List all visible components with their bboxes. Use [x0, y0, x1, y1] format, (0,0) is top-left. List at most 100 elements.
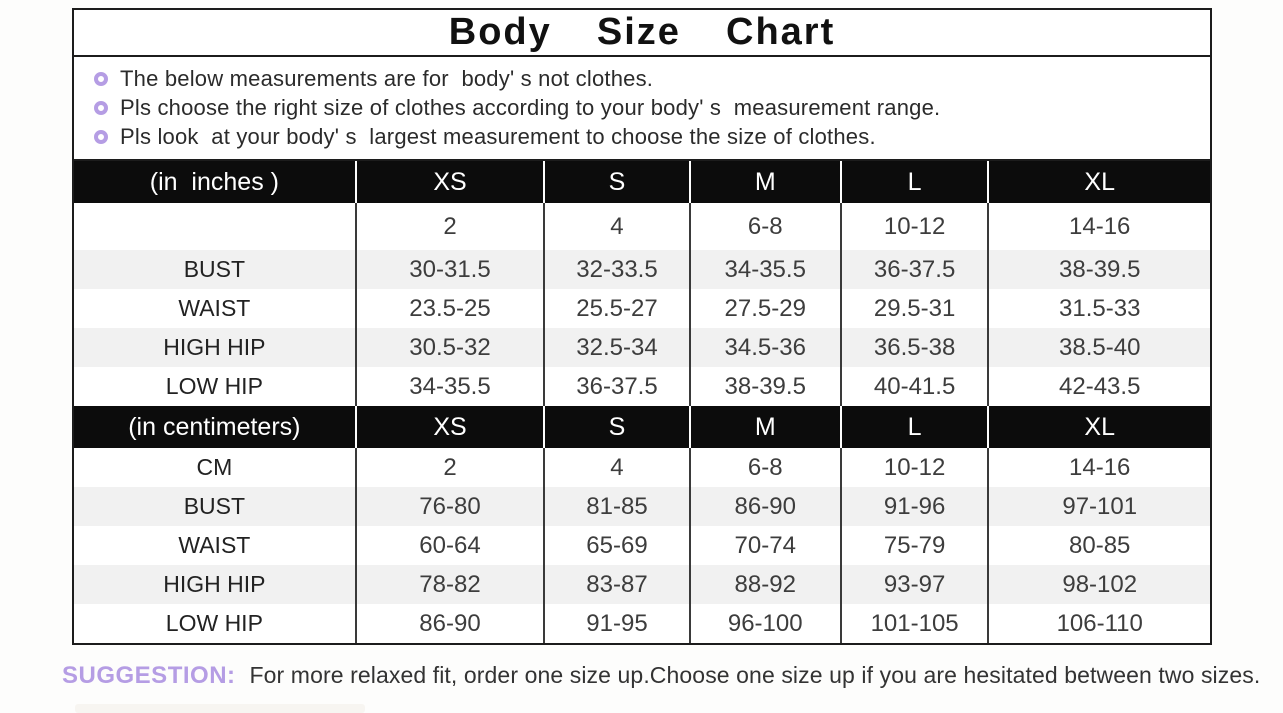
note-item: Pls look at your body' s largest measure…	[88, 122, 1210, 151]
measurement-value-cell: 80-85	[987, 526, 1210, 565]
measurement-value-cell: 2	[354, 448, 545, 487]
note-text: The below measurements are for body' s n…	[120, 65, 654, 91]
page-title: Body Size Chart	[448, 11, 836, 53]
measurement-label-cell: WAIST	[178, 532, 251, 558]
measurement-value-cell: 97-101	[987, 487, 1210, 526]
size-column-header: L	[839, 406, 989, 448]
measurement-value-cell: 91-95	[543, 604, 690, 643]
measurement-label-cell: WAIST	[178, 295, 251, 321]
measurement-value-cell: 4	[543, 203, 690, 250]
measurement-value-cell: 34-35.5	[688, 250, 841, 289]
measurement-value-cell: 38-39.5	[987, 250, 1210, 289]
measurement-value-cell: 34-35.5	[354, 367, 545, 406]
size-column-header: S	[543, 406, 690, 448]
measurement-value-cell: 27.5-29	[688, 289, 841, 328]
measurement-value-cell: 30-31.5	[354, 250, 545, 289]
measurement-label-cell: HIGH HIP	[74, 328, 356, 367]
measurement-value-cell: 10-12	[839, 203, 989, 250]
measurement-value-cell: 32.5-34	[543, 328, 690, 367]
size-chart-box: Body Size Chart The below measurements a…	[72, 8, 1212, 645]
size-table-row: LOW HIP 86-90 91-95 96-100 101-105 106-110	[74, 604, 1210, 643]
measurement-value-cell: 106-110	[987, 604, 1210, 643]
size-column-header: XL	[987, 161, 1210, 203]
measurement-value-cell: 101-105	[839, 604, 989, 643]
measurement-value-cell: 86-90	[688, 487, 841, 526]
measurement-value-cell: 93-97	[839, 565, 989, 604]
measurement-label-cell: CM	[196, 454, 233, 480]
bullet-ring-icon	[94, 71, 108, 86]
unit-label-header: (in centimeters)	[74, 406, 356, 448]
measurement-value-cell: 78-82	[354, 565, 545, 604]
measurement-label-cell: HIGH HIP	[74, 565, 356, 604]
measurement-label-cell: LOW HIP	[165, 610, 263, 636]
measurement-value-cell: 14-16	[987, 448, 1210, 487]
note-item: The below measurements are for body' s n…	[88, 64, 1210, 93]
measurement-value-cell: 81-85	[543, 487, 690, 526]
size-table-row: HIGH HIP 30.5-32 32.5-34 34.5-36 36.5-38 38.5…	[74, 328, 1210, 367]
measurement-value-cell: 76-80	[354, 487, 545, 526]
measurement-value-cell: 98-102	[987, 565, 1210, 604]
size-column-header: M	[688, 161, 841, 203]
cutoff-faint-artifact	[75, 704, 365, 713]
note-item: Pls choose the right size of clothes acc…	[88, 93, 1210, 122]
measurement-value-cell: 6-8	[688, 448, 841, 487]
measurement-value-cell: 83-87	[543, 565, 690, 604]
measurement-value-cell: 60-64	[354, 526, 545, 565]
measurement-label-cell	[74, 203, 356, 250]
size-table-row: CM 2 4 6-8 10-12 14-16	[74, 448, 1210, 487]
note-text: Pls look at your body' s largest measure…	[120, 123, 876, 149]
measurement-value-cell: 6-8	[688, 203, 841, 250]
note-text: Pls choose the right size of clothes acc…	[120, 94, 941, 120]
measurement-value-cell: 36.5-38	[839, 328, 989, 367]
measurement-value-cell: 23.5-25	[354, 289, 545, 328]
size-column-header: XL	[987, 406, 1210, 448]
measurement-value-cell: 36-37.5	[543, 367, 690, 406]
measurement-value-cell: 14-16	[987, 203, 1210, 250]
measurement-value-cell: 38.5-40	[987, 328, 1210, 367]
measurement-value-cell: 10-12	[839, 448, 989, 487]
measurement-value-cell: 34.5-36	[688, 328, 841, 367]
size-table-row: WAIST 60-64 65-69 70-74 75-79 80-85	[74, 526, 1210, 565]
size-table-row: WAIST 23.5-25 25.5-27 27.5-29 29.5-31 31.5-33	[74, 289, 1210, 328]
measurement-value-cell: 2	[354, 203, 545, 250]
unit-header-row: (in inches ) XS S M L XL	[74, 161, 1210, 203]
measurement-value-cell: 70-74	[688, 526, 841, 565]
measurement-label-cell: LOW HIP	[165, 373, 263, 399]
measurement-value-cell: 65-69	[543, 526, 690, 565]
measurement-value-cell: 38-39.5	[688, 367, 841, 406]
measurement-label-cell: BUST	[74, 250, 356, 289]
suggestion-line: SUGGESTION: For more relaxed fit, order o…	[62, 662, 1260, 690]
bullet-ring-icon	[94, 100, 108, 115]
bullet-ring-icon	[94, 129, 108, 144]
title-bar: Body Size Chart	[74, 10, 1210, 57]
notes-list: The below measurements are for body' s n…	[74, 57, 1210, 161]
size-column-header: M	[688, 406, 841, 448]
size-table-row: 2 4 6-8 10-12 14-16	[74, 203, 1210, 250]
measurement-value-cell: 40-41.5	[839, 367, 989, 406]
unit-header-row: (in centimeters) XS S M L XL	[74, 406, 1210, 448]
size-column-header: S	[543, 161, 690, 203]
unit-label-header: (in inches )	[74, 161, 356, 203]
measurement-value-cell: 42-43.5	[987, 367, 1210, 406]
measurement-value-cell: 86-90	[354, 604, 545, 643]
size-table-row: LOW HIP 34-35.5 36-37.5 38-39.5 40-41.5 42-43…	[74, 367, 1210, 406]
size-column-header: L	[839, 161, 989, 203]
measurement-value-cell: 32-33.5	[543, 250, 690, 289]
size-column-header: XS	[354, 161, 545, 203]
measurement-label-cell: BUST	[74, 487, 356, 526]
measurement-value-cell: 91-96	[839, 487, 989, 526]
size-column-header: XS	[354, 406, 545, 448]
size-table-row: BUST 76-80 81-85 86-90 91-96 97-101	[74, 487, 1210, 526]
measurement-value-cell: 88-92	[688, 565, 841, 604]
measurement-value-cell: 75-79	[839, 526, 989, 565]
suggestion-text: For more relaxed fit, order one size up.…	[249, 662, 1261, 688]
measurement-value-cell: 31.5-33	[987, 289, 1210, 328]
body-size-table: (in inches ) XS S M L XL 2 4 6-8 10-12 14-16 BUST 30…	[74, 161, 1210, 643]
measurement-value-cell: 36-37.5	[839, 250, 989, 289]
size-table-row: BUST 30-31.5 32-33.5 34-35.5 36-37.5 38-39.5	[74, 250, 1210, 289]
measurement-value-cell: 30.5-32	[354, 328, 545, 367]
measurement-value-cell: 96-100	[688, 604, 841, 643]
measurement-value-cell: 25.5-27	[543, 289, 690, 328]
size-table-row: HIGH HIP 78-82 83-87 88-92 93-97 98-102	[74, 565, 1210, 604]
